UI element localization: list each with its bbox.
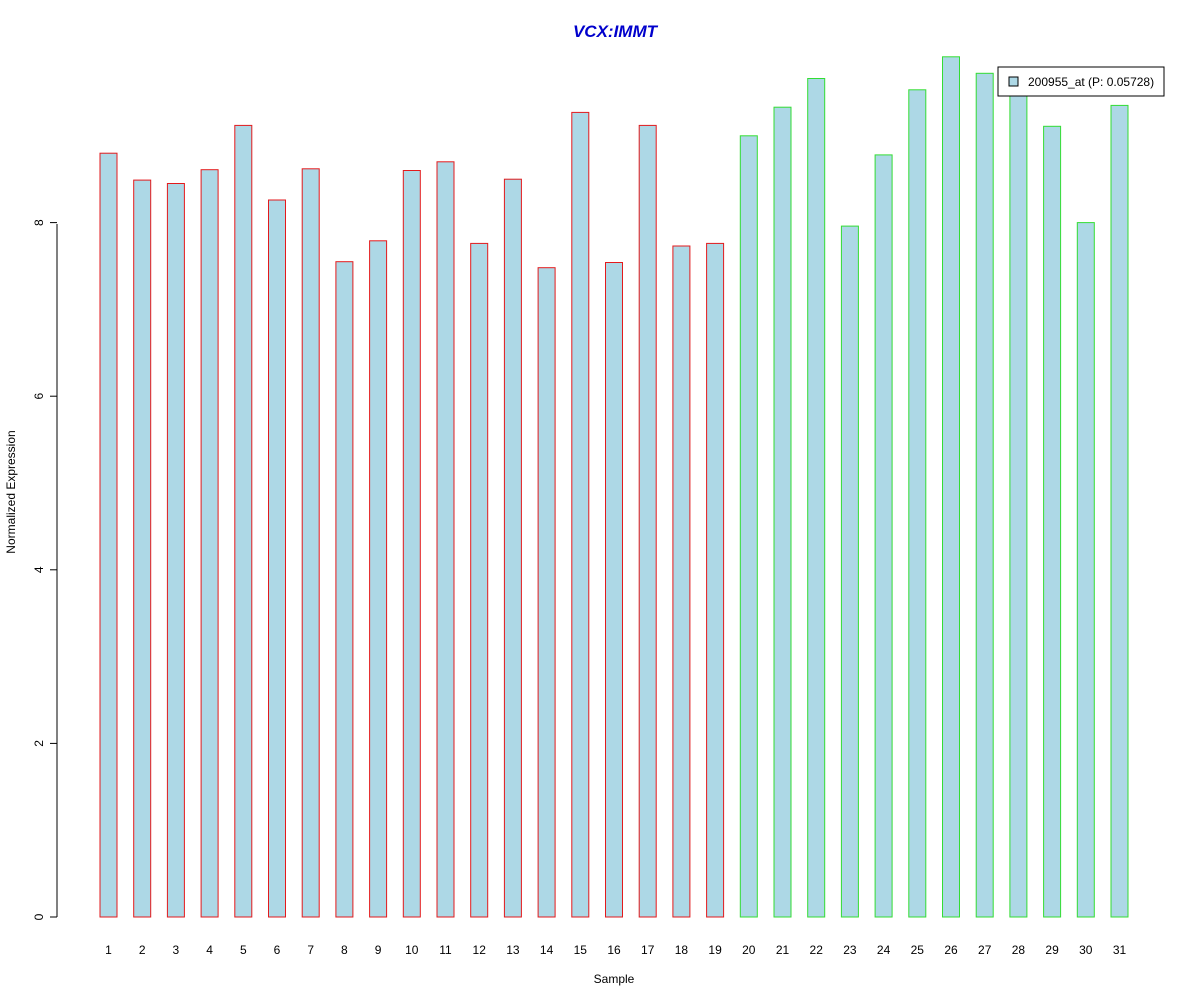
y-tick-label: 6 bbox=[32, 393, 46, 400]
bar-sample-3 bbox=[166, 183, 185, 918]
bar-sample-20 bbox=[739, 135, 758, 918]
x-tick-label: 29 bbox=[1045, 943, 1059, 957]
x-tick-label: 4 bbox=[206, 943, 213, 957]
chart-title: VCX:IMMT bbox=[573, 22, 659, 41]
bar-sample-9 bbox=[369, 240, 388, 918]
bar-sample-16 bbox=[605, 262, 623, 918]
y-tick-label: 2 bbox=[32, 740, 46, 747]
x-axis-title: Sample bbox=[594, 972, 635, 986]
bar-sample-23 bbox=[840, 225, 859, 918]
bar-sample-8 bbox=[335, 261, 354, 918]
x-tick-label: 18 bbox=[675, 943, 689, 957]
x-tick-label: 20 bbox=[742, 943, 756, 957]
y-axis-ticks: 0 2 4 6 8 bbox=[32, 219, 57, 920]
x-tick-label: 31 bbox=[1113, 943, 1127, 957]
bar-sample-31 bbox=[1110, 104, 1129, 918]
legend-swatch bbox=[1008, 76, 1019, 87]
bar-sample-25 bbox=[908, 89, 927, 918]
x-tick-label: 12 bbox=[473, 943, 487, 957]
bar-sample-28 bbox=[1009, 86, 1028, 918]
x-tick-label: 8 bbox=[341, 943, 348, 957]
x-tick-label: 21 bbox=[776, 943, 790, 957]
legend-box bbox=[997, 66, 1165, 97]
y-tick-label: 4 bbox=[32, 566, 46, 573]
x-axis-tick-labels: 1 2 3 4 5 6 7 8 9 10 11 12 13 14 15 16 17 18 19 20 21 22 23 24 2… bbox=[105, 943, 1126, 957]
x-tick-label: 24 bbox=[877, 943, 891, 957]
x-tick-label: 3 bbox=[173, 943, 180, 957]
bar-sample-24 bbox=[874, 154, 893, 918]
x-tick-label: 25 bbox=[911, 943, 925, 957]
x-tick-label: 9 bbox=[375, 943, 382, 957]
x-tick-label: 22 bbox=[810, 943, 824, 957]
bar-sample-10 bbox=[402, 170, 421, 918]
x-tick-label: 16 bbox=[607, 943, 621, 957]
x-tick-label: 30 bbox=[1079, 943, 1093, 957]
bar-sample-21 bbox=[773, 106, 792, 918]
x-tick-label: 5 bbox=[240, 943, 247, 957]
bars bbox=[99, 56, 1129, 918]
bar-sample-5 bbox=[234, 124, 253, 918]
bar-sample-29 bbox=[1043, 125, 1062, 918]
x-tick-label: 11 bbox=[439, 943, 452, 957]
x-tick-label: 15 bbox=[574, 943, 588, 957]
x-tick-label: 17 bbox=[641, 943, 655, 957]
x-tick-label: 14 bbox=[540, 943, 554, 957]
bar-sample-22 bbox=[807, 78, 826, 918]
legend: 200955_at (P: 0.05728) bbox=[997, 66, 1165, 97]
bar-sample-30 bbox=[1076, 222, 1095, 918]
bar-sample-2 bbox=[133, 179, 152, 918]
x-tick-label: 10 bbox=[405, 943, 419, 957]
x-tick-label: 1 bbox=[105, 943, 112, 957]
bar-sample-26 bbox=[942, 56, 960, 918]
bar-sample-7 bbox=[301, 168, 320, 918]
x-tick-label: 28 bbox=[1012, 943, 1026, 957]
x-tick-label: 27 bbox=[978, 943, 992, 957]
y-axis-title: Normalized Expression bbox=[4, 430, 18, 553]
bar-sample-19 bbox=[706, 242, 725, 918]
x-tick-label: 6 bbox=[274, 943, 281, 957]
bar-sample-12 bbox=[470, 242, 489, 918]
x-tick-label: 23 bbox=[843, 943, 857, 957]
bar-sample-13 bbox=[503, 178, 522, 918]
bar-sample-27 bbox=[975, 72, 994, 918]
x-tick-label: 26 bbox=[944, 943, 958, 957]
bar-sample-18 bbox=[672, 245, 691, 918]
bar-sample-1 bbox=[99, 152, 118, 918]
bar-sample-14 bbox=[537, 267, 556, 918]
x-tick-label: 13 bbox=[506, 943, 520, 957]
bar-sample-11 bbox=[436, 161, 455, 918]
bar-sample-17 bbox=[638, 124, 657, 918]
bar-sample-15 bbox=[571, 111, 590, 918]
bar-sample-4 bbox=[200, 169, 219, 918]
bar-sample-6 bbox=[268, 199, 286, 918]
x-tick-label: 2 bbox=[139, 943, 146, 957]
y-tick-label: 8 bbox=[32, 219, 46, 226]
x-tick-label: 7 bbox=[307, 943, 314, 957]
x-tick-label: 19 bbox=[708, 943, 722, 957]
y-tick-label: 0 bbox=[32, 913, 46, 920]
legend-label: 200955_at (P: 0.05728) bbox=[1028, 75, 1154, 89]
